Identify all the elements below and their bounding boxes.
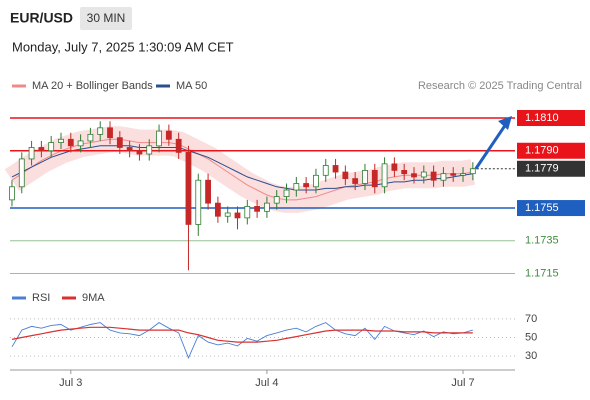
moving-average — [11, 145, 473, 191]
level-label: 1.1810 — [525, 112, 559, 124]
candle-body — [352, 178, 359, 184]
candle-body — [391, 163, 398, 171]
candle-body — [254, 206, 261, 212]
candle-body — [67, 138, 74, 147]
candle-body — [293, 183, 300, 191]
candle-body — [450, 173, 457, 176]
candle-body — [156, 130, 162, 147]
candle-body — [9, 186, 15, 201]
candle-body — [234, 212, 241, 219]
candle-body — [342, 171, 349, 179]
level-label-box — [517, 160, 585, 177]
level-label: 1.1779 — [525, 163, 559, 175]
candle-body — [116, 137, 123, 148]
attribution: Research © 2025 Trading Central — [418, 80, 582, 92]
candle-body — [313, 174, 319, 188]
legend-label: MA 20 + Bollinger Bands — [32, 80, 153, 92]
candle-body — [165, 130, 172, 140]
candle-body — [303, 183, 310, 188]
x-tick-label: Jul 7 — [451, 377, 474, 389]
candle-body — [18, 158, 25, 188]
x-tick-label: Jul 4 — [255, 377, 278, 389]
candle-body — [48, 142, 55, 152]
legend-label: 9MA — [82, 292, 105, 304]
candle-body — [244, 206, 251, 219]
candle-body — [195, 179, 202, 225]
candle-body — [401, 169, 408, 175]
candle-body — [420, 171, 427, 178]
candle-body — [273, 196, 280, 204]
level-label: 1.1735 — [525, 235, 559, 247]
timeframe-box[interactable] — [80, 7, 132, 30]
symbol: EUR/USD — [10, 10, 73, 26]
timestamp: Monday, July 7, 2025 1:30:09 AM CET — [12, 39, 234, 54]
candle-body — [430, 171, 437, 181]
candle-body — [107, 127, 113, 139]
candle-body — [97, 127, 104, 135]
forecast-arrowhead — [498, 116, 512, 131]
legend-label: RSI — [32, 292, 50, 304]
candle-body — [126, 147, 133, 152]
level-label-box — [517, 142, 585, 159]
legend-label: MA 50 — [176, 80, 207, 92]
x-tick-label: Jul 3 — [59, 377, 82, 389]
candle-body — [411, 173, 417, 178]
level-label: 1.1790 — [525, 145, 559, 157]
timeframe[interactable]: 30 MIN — [87, 11, 126, 25]
candle-body — [224, 212, 231, 217]
y-tick-label: 50 — [525, 331, 537, 343]
candle-body — [77, 140, 84, 147]
y-tick-label: 30 — [525, 350, 537, 362]
candle-body — [371, 169, 378, 188]
candle-body — [469, 168, 476, 175]
candle-body — [322, 165, 329, 176]
moving-average — [11, 138, 473, 201]
candle-body — [205, 179, 211, 204]
candle-body — [28, 147, 35, 160]
candle-body — [38, 147, 45, 152]
y-tick-label: 70 — [525, 313, 537, 325]
forecast-arrow — [474, 123, 508, 170]
candle-body — [381, 163, 388, 188]
candle-body — [440, 173, 447, 181]
candle-body — [332, 165, 339, 173]
candle-body — [136, 150, 143, 155]
candle-body — [146, 145, 153, 155]
level-label: 1.1755 — [525, 202, 559, 214]
candle-body — [214, 202, 221, 217]
candle-body — [264, 202, 270, 212]
candle-body — [283, 189, 290, 197]
candle-body — [460, 173, 466, 176]
candle-body — [58, 138, 64, 143]
candle-body — [362, 169, 368, 184]
candle-body — [185, 151, 192, 225]
indicator-line — [11, 326, 473, 343]
candle-body — [175, 138, 182, 153]
level-label: 1.1715 — [525, 267, 559, 279]
level-label-box — [517, 200, 585, 217]
level-label-box — [517, 110, 585, 127]
candle-body — [87, 133, 94, 142]
